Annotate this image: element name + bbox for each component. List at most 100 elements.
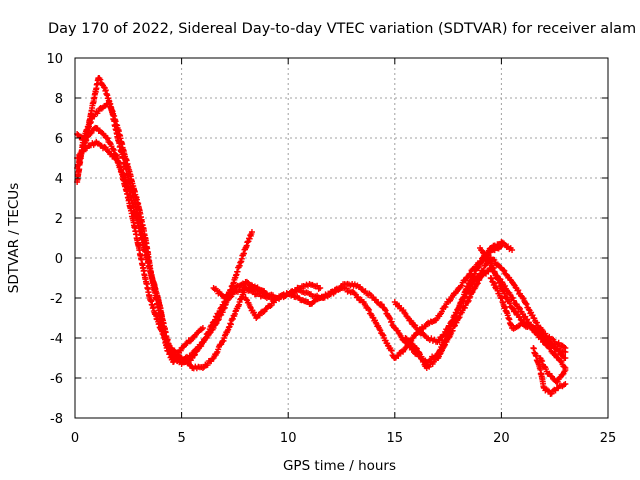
x-tick-label: 10 <box>280 431 297 446</box>
trail-point <box>533 319 540 326</box>
trail-point <box>270 299 277 306</box>
ticks-layer: 0 5 10 15 20 25 -8 -6 -4 -2 0 2 4 6 8 10 <box>46 52 616 446</box>
trail-point <box>503 271 510 278</box>
x-tick-label: 15 <box>387 431 404 446</box>
trail-point <box>558 351 565 358</box>
series-track-4 <box>74 99 206 365</box>
data-point <box>477 259 484 265</box>
data-point <box>455 315 462 321</box>
trail-point <box>179 344 186 351</box>
trail-point <box>539 358 546 365</box>
trail-point <box>191 351 198 358</box>
trail-point <box>442 304 449 311</box>
trail-point <box>407 317 414 324</box>
grid-layer <box>75 58 608 418</box>
trail-point <box>454 306 461 313</box>
trail-point <box>441 342 448 349</box>
trail-point <box>501 267 508 274</box>
trail-point <box>378 301 385 308</box>
y-tick-label: 2 <box>55 212 63 227</box>
series-track-10 <box>487 275 569 362</box>
trail-point <box>448 318 455 325</box>
chart-title: Day 170 of 2022, Sidereal Day-to-day VTE… <box>48 21 636 37</box>
trail-point <box>381 306 388 313</box>
y-tick-label: -6 <box>50 372 63 387</box>
trail-point <box>514 311 521 318</box>
data-point <box>221 295 228 301</box>
trail-point <box>440 332 447 339</box>
trail-point <box>215 311 222 318</box>
trail-point <box>484 254 491 261</box>
trail-point <box>110 145 117 152</box>
y-tick-label: 0 <box>55 252 63 267</box>
trail-point <box>408 340 415 347</box>
x-tick-label: 25 <box>600 431 617 446</box>
trail-point <box>515 287 522 294</box>
trail-point <box>464 274 471 281</box>
data-point <box>509 305 516 311</box>
trail-point <box>269 292 276 299</box>
trail-point <box>343 285 350 292</box>
trail-point <box>547 372 554 379</box>
data-point <box>562 349 569 355</box>
data-point <box>199 325 206 331</box>
trail-point <box>87 130 94 137</box>
trail-point <box>449 327 456 334</box>
data-point <box>562 367 569 373</box>
trail-point <box>538 357 545 364</box>
trail-point <box>186 361 193 368</box>
data-point <box>562 355 569 361</box>
y-tick-label: 4 <box>55 172 63 187</box>
trail-point <box>465 297 472 304</box>
trail-point <box>408 318 415 325</box>
trail-point <box>174 353 181 360</box>
plot-frame <box>74 57 609 419</box>
x-tick-label: 0 <box>71 431 79 446</box>
trail-point <box>458 298 465 305</box>
trail-point <box>456 314 463 321</box>
trail-point <box>517 305 524 312</box>
trail-point <box>403 343 410 350</box>
y-tick-label: -8 <box>50 412 63 427</box>
trail-point <box>382 307 389 314</box>
trail-point <box>478 258 485 265</box>
trail-point <box>458 282 465 289</box>
trail-point <box>559 371 566 378</box>
trail-point <box>395 352 402 359</box>
trail-point <box>388 347 395 354</box>
trail-point <box>365 305 372 312</box>
trail-point <box>554 378 561 385</box>
trail-point <box>314 282 321 289</box>
y-tick-label: 6 <box>55 132 63 147</box>
x-tick-label: 5 <box>177 431 185 446</box>
data-points-layer <box>74 75 569 397</box>
trail-point <box>544 387 551 394</box>
trail-point <box>467 270 474 277</box>
trail-point <box>420 358 427 365</box>
trail-point <box>209 323 216 330</box>
trail-point <box>366 306 373 313</box>
trail-point <box>529 312 536 319</box>
trail-point <box>413 345 420 352</box>
trail-point <box>225 291 232 298</box>
data-point <box>562 381 569 387</box>
y-tick-label: -4 <box>50 332 63 347</box>
trail-point <box>506 300 513 307</box>
trail-point <box>256 312 263 319</box>
data-point <box>248 229 255 235</box>
trail-point <box>488 275 495 282</box>
trail-point <box>388 318 395 325</box>
trail-point <box>177 347 184 354</box>
data-point <box>509 247 516 253</box>
trail-point <box>556 348 563 355</box>
trail-point <box>110 147 117 154</box>
trail-point <box>485 268 492 275</box>
trail-point <box>213 314 220 321</box>
trail-point <box>186 338 193 345</box>
trail-point <box>436 337 443 344</box>
trail-point <box>202 335 209 342</box>
y-tick-label: 8 <box>55 92 63 107</box>
trail-point <box>491 280 498 287</box>
y-tick-label: -2 <box>50 292 63 307</box>
